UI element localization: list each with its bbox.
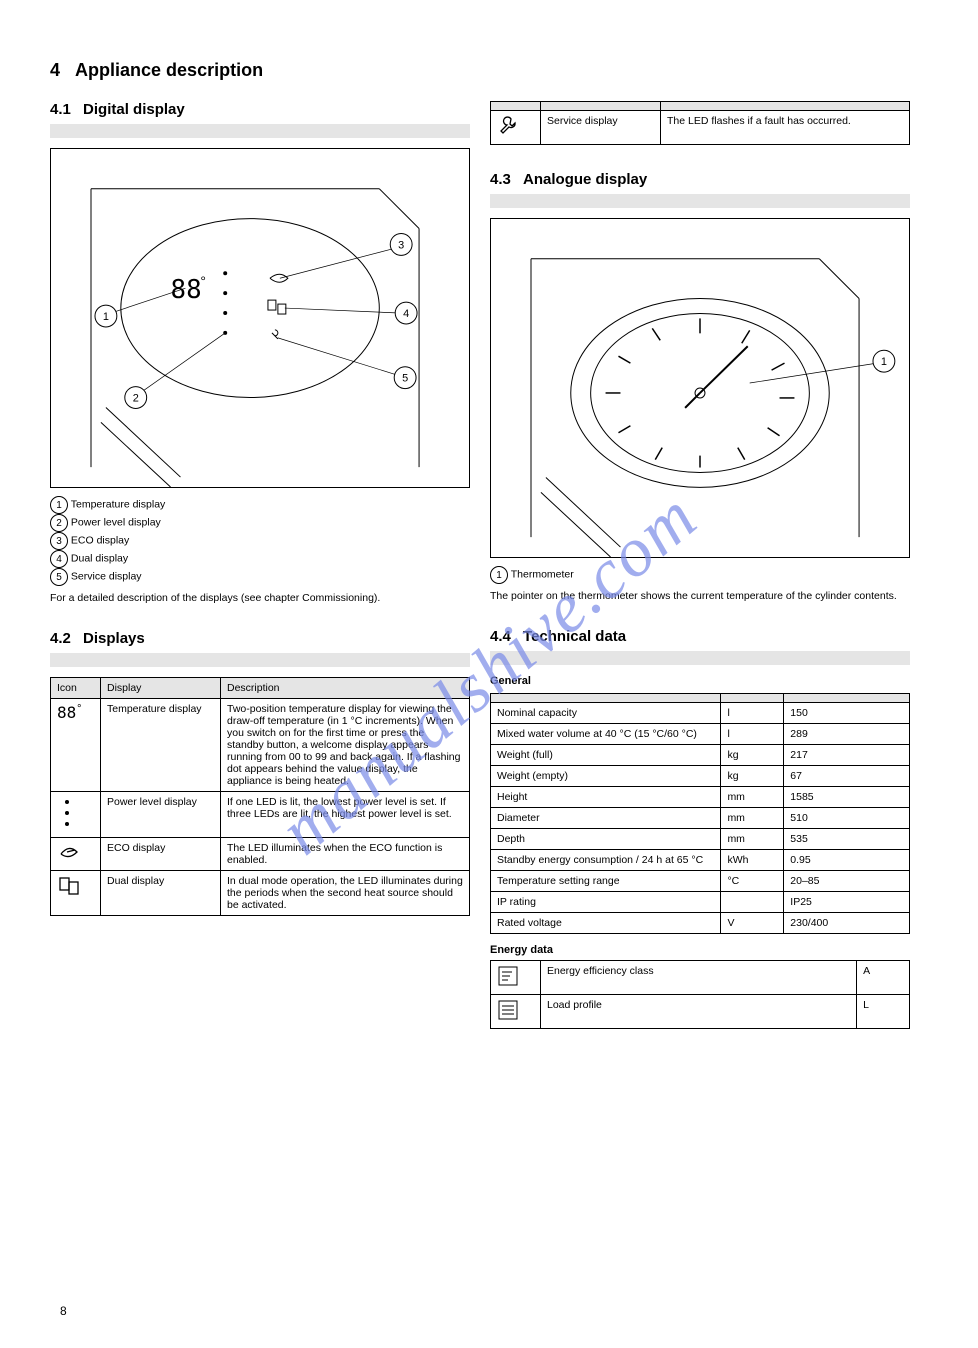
- table-row: IP ratingIP25: [491, 892, 910, 913]
- analogue-display-svg: 1: [491, 219, 909, 557]
- left-column: 4.1 Digital display 88: [50, 101, 470, 1029]
- header-section-number: 4: [50, 60, 60, 80]
- digital-display-figure: 88 °: [50, 148, 470, 488]
- header-title: Appliance description: [75, 60, 263, 80]
- page-number: 8: [60, 1304, 67, 1318]
- th-icon: Icon: [51, 678, 101, 699]
- svg-text:3: 3: [398, 239, 404, 251]
- grey-bar: [50, 124, 470, 138]
- subtitle-general: General: [490, 675, 910, 687]
- th-desc: Description: [221, 678, 470, 699]
- subtitle-energy: Energy data: [490, 944, 910, 956]
- right-column: Service display The LED flashes if a fau…: [490, 101, 910, 1029]
- table-row: Service display The LED flashes if a fau…: [491, 111, 910, 145]
- analogue-display-figure: 1: [490, 218, 910, 558]
- section-title: Displays: [83, 630, 145, 647]
- table-row: Weight (empty)kg67: [491, 766, 910, 787]
- section-number: 4.2: [50, 630, 71, 647]
- section-title: Digital display: [83, 101, 185, 118]
- digital-display-svg: 88 °: [51, 149, 469, 487]
- analogue-legend: 1 Thermometer: [490, 566, 910, 584]
- grey-bar: [490, 651, 910, 665]
- svg-text:5: 5: [402, 373, 408, 385]
- svg-text:°: °: [200, 273, 206, 289]
- table-row: Weight (full)kg217: [491, 745, 910, 766]
- svg-text:88: 88: [171, 275, 202, 305]
- page-header: 4 Appliance description: [50, 60, 928, 81]
- section-digital-display: 4.1 Digital display 88: [50, 101, 470, 604]
- table-row: Depthmm535: [491, 829, 910, 850]
- table-row: Load profile L: [491, 995, 910, 1029]
- section-title: Analogue display: [523, 171, 647, 188]
- section-number: 4.3: [490, 171, 511, 188]
- displays-table: Icon Display Description 88° Temperature…: [50, 677, 470, 916]
- th-display: Display: [101, 678, 221, 699]
- table-row: Standby energy consumption / 24 h at 65 …: [491, 850, 910, 871]
- table-row: Energy efficiency class A: [491, 961, 910, 995]
- callout-legend: 1 Temperature display 2 Power level disp…: [50, 496, 470, 586]
- table-row: Heightmm1585: [491, 787, 910, 808]
- legend-intro: For a detailed description of the displa…: [50, 592, 470, 604]
- thermometer-desc: The pointer on the thermometer shows the…: [490, 590, 910, 602]
- section-number: 4.1: [50, 101, 71, 118]
- section-displays: 4.2 Displays Icon Display Description 88…: [50, 630, 470, 916]
- table-row: 88° Temperature display Two-position tem…: [51, 699, 470, 792]
- techdata-table: Nominal capacityl150 Mixed water volume …: [490, 693, 910, 934]
- energy-label-icon: [497, 999, 519, 1021]
- grey-bar: [50, 653, 470, 667]
- svg-text:1: 1: [881, 356, 887, 368]
- section-number: 4.4: [490, 628, 511, 645]
- svg-text:2: 2: [133, 393, 139, 405]
- wrench-icon: [497, 115, 519, 137]
- grey-bar: [490, 194, 910, 208]
- leaf-icon: [57, 842, 81, 862]
- svg-text:4: 4: [403, 308, 409, 320]
- table-row: Power level display If one LED is lit, t…: [51, 792, 470, 838]
- energy-table: Energy efficiency class A Load: [490, 960, 910, 1029]
- table-row: Dual display In dual mode operation, the…: [51, 871, 470, 916]
- table-row: Rated voltageV230/400: [491, 913, 910, 934]
- seven-seg-icon: 88°: [57, 703, 82, 722]
- dual-icon: [57, 875, 81, 897]
- table-row: ECO display The LED illuminates when the…: [51, 838, 470, 871]
- energy-label-icon: [497, 965, 519, 987]
- section-title: Technical data: [523, 628, 626, 645]
- dots-icon: [57, 796, 77, 830]
- table-row: Temperature setting range°C20–85: [491, 871, 910, 892]
- table-row: Nominal capacityl150: [491, 703, 910, 724]
- svg-text:1: 1: [103, 311, 109, 323]
- displays-table-cont: Service display The LED flashes if a fau…: [490, 101, 910, 145]
- table-row: Mixed water volume at 40 °C (15 °C/60 °C…: [491, 724, 910, 745]
- table-row: Diametermm510: [491, 808, 910, 829]
- section-analogue-display: 4.3 Analogue display: [490, 171, 910, 602]
- section-technical-data: 4.4 Technical data General Nominal capac…: [490, 628, 910, 1029]
